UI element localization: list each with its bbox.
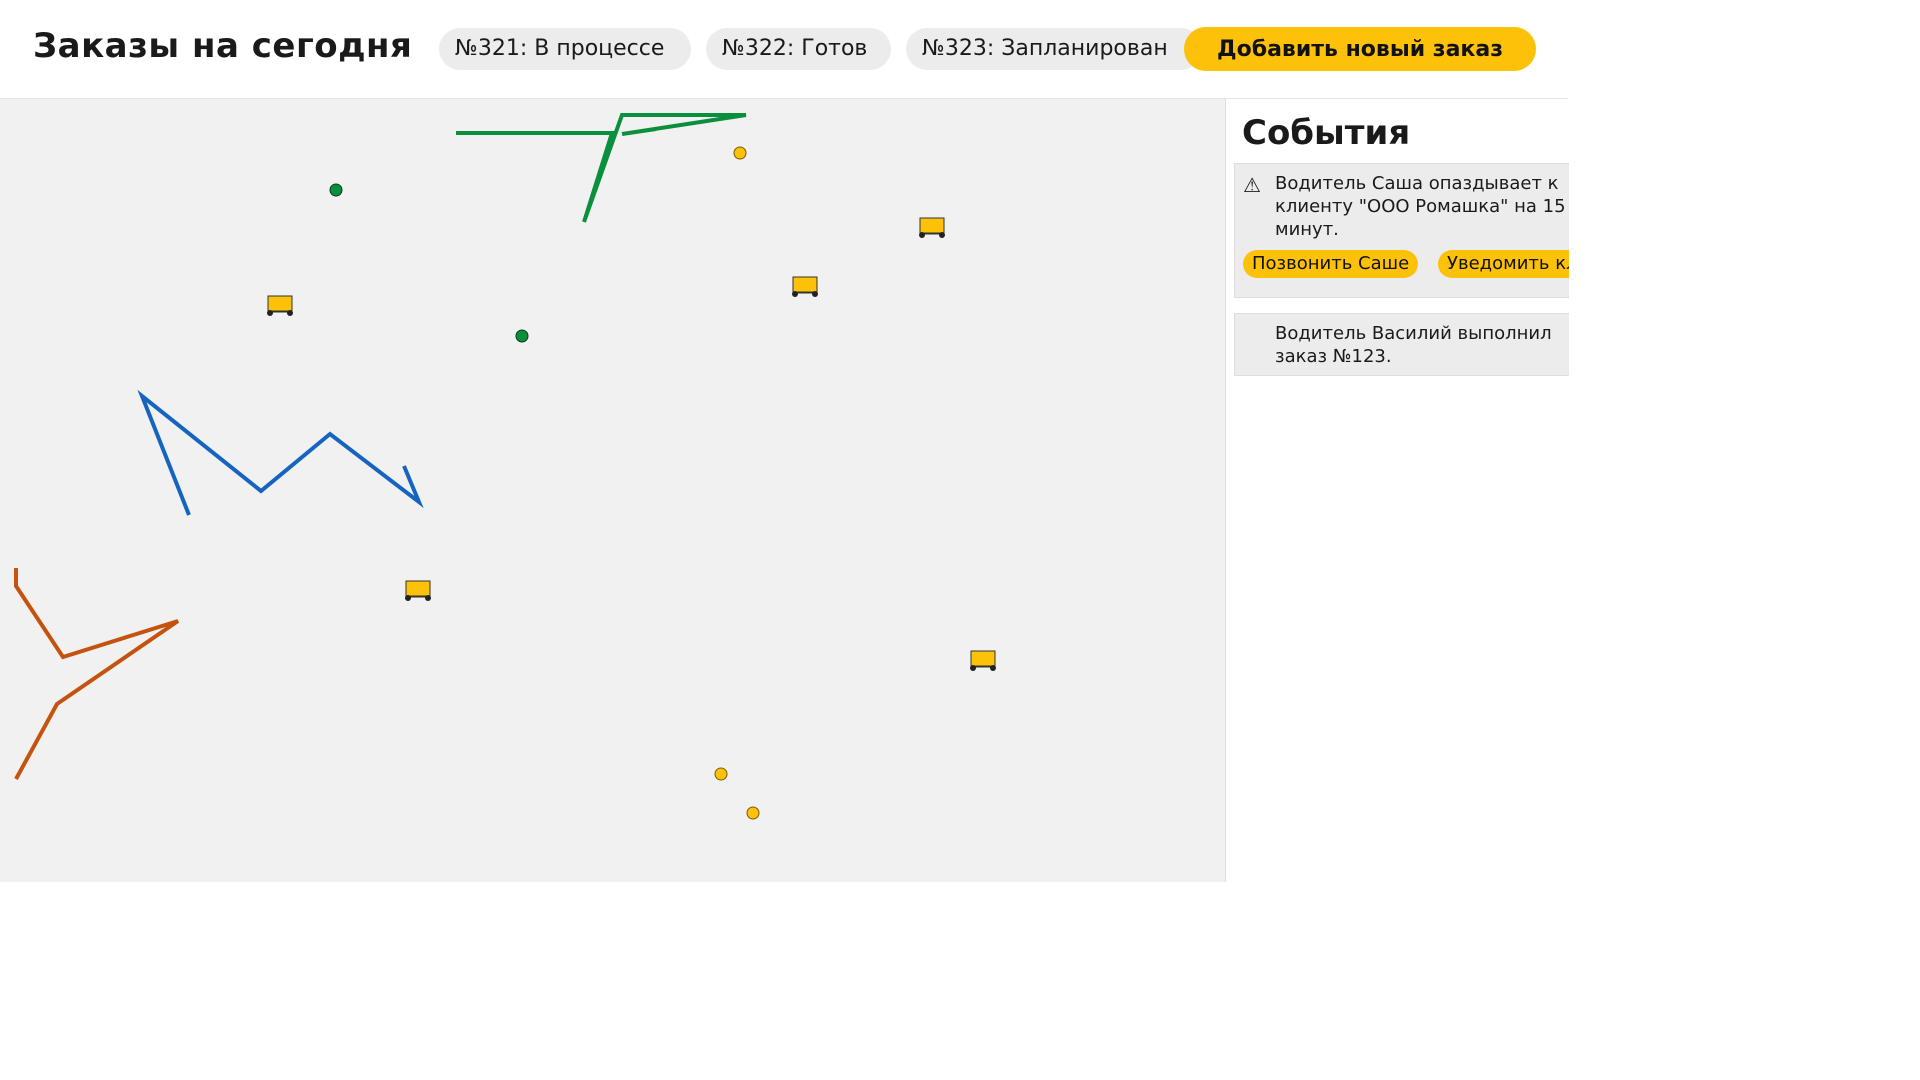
add-order-button[interactable]: Добавить новый заказ	[1184, 27, 1536, 71]
truck-icon[interactable]	[405, 580, 431, 601]
location-point-green[interactable]	[515, 329, 529, 343]
event-text: Водитель Саша опаздывает к клиенту "ООО …	[1275, 173, 1566, 240]
blue-route[interactable]	[137, 389, 424, 516]
location-point-yellow[interactable]	[714, 767, 728, 781]
truck-icon[interactable]	[970, 650, 996, 671]
truck-icon[interactable]	[267, 295, 293, 316]
location-point-green[interactable]	[329, 183, 343, 197]
order-pill-322[interactable]: №322: Готов	[706, 28, 891, 70]
event-text: Водитель Василий выполнил заказ №123.	[1275, 323, 1552, 367]
event-card-late-driver: ⚠ Водитель Саша опаздывает к клиенту "ОО…	[1234, 163, 1569, 298]
header: Заказы на сегодня №321: В процессе №322:…	[0, 0, 1568, 99]
map-canvas[interactable]	[0, 99, 1225, 882]
order-pill-323[interactable]: №323: Запланирован	[906, 28, 1202, 70]
order-pill-321[interactable]: №321: В процессе	[439, 28, 691, 70]
call-driver-button[interactable]: Позвонить Саше	[1243, 250, 1419, 278]
notify-client-button[interactable]: Уведомить клиента	[1438, 250, 1569, 278]
event-card-order-done: Водитель Василий выполнил заказ №123.	[1234, 313, 1569, 376]
events-sidebar: События ⚠ Водитель Саша опаздывает к кли…	[1225, 99, 1569, 882]
sidebar-title: События	[1242, 113, 1411, 153]
warning-icon: ⚠	[1243, 173, 1261, 197]
location-point-yellow[interactable]	[746, 806, 760, 820]
truck-icon[interactable]	[792, 276, 818, 297]
map-area[interactable]	[0, 99, 1225, 882]
page-title: Заказы на сегодня	[33, 26, 413, 66]
location-point-yellow[interactable]	[733, 146, 747, 160]
truck-icon[interactable]	[919, 217, 945, 238]
orange-route[interactable]	[14, 568, 180, 780]
green-route[interactable]	[456, 113, 747, 223]
